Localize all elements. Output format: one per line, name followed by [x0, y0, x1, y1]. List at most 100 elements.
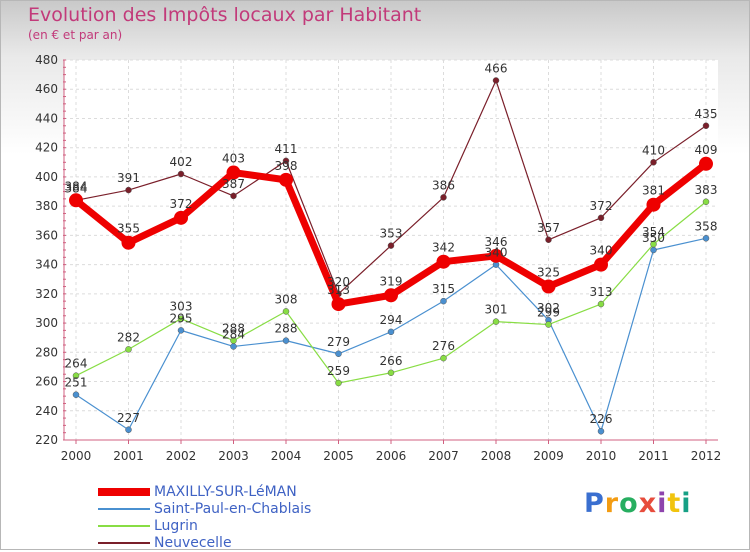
data-point	[387, 369, 395, 377]
y-tick-label: 460	[35, 82, 58, 96]
data-point	[597, 300, 605, 308]
data-label: 294	[380, 313, 403, 327]
data-point	[650, 240, 657, 248]
data-point	[650, 159, 657, 166]
chart-title: Evolution des Impôts locaux par Habitant	[28, 4, 422, 26]
y-tick-label: 220	[35, 433, 58, 447]
y-tick-label: 380	[35, 199, 58, 213]
data-point	[440, 297, 447, 305]
x-tick-label: 2009	[533, 449, 564, 463]
logo-letter: t	[667, 488, 682, 519]
data-point	[702, 122, 710, 130]
data-label: 410	[642, 143, 665, 157]
data-point	[121, 235, 136, 250]
data-label: 350	[642, 231, 665, 245]
data-point	[177, 327, 185, 334]
x-tick-label: 2000	[61, 449, 92, 463]
data-label: 288	[222, 322, 245, 336]
data-label: 466	[485, 61, 508, 75]
data-point	[331, 297, 346, 312]
data-label: 226	[590, 412, 613, 426]
data-label: 354	[642, 225, 665, 239]
data-label: 391	[117, 171, 140, 185]
data-point	[335, 350, 342, 358]
legend-label: Neuvecelle	[154, 535, 232, 551]
data-label: 313	[590, 285, 613, 299]
data-point	[174, 210, 188, 225]
data-label: 342	[432, 241, 455, 255]
data-label: 384	[65, 181, 88, 195]
data-label: 264	[65, 357, 88, 371]
data-label: 325	[537, 266, 560, 280]
data-label: 403	[222, 152, 245, 166]
data-point	[702, 235, 710, 242]
data-label: 284	[222, 327, 245, 341]
legend-swatch	[98, 488, 150, 496]
data-label: 384	[65, 179, 88, 193]
data-point	[177, 315, 185, 322]
data-label: 402	[170, 155, 193, 169]
y-tick-label: 400	[35, 170, 58, 184]
data-point	[646, 197, 661, 212]
data-label: 383	[695, 183, 718, 197]
data-label: 386	[432, 178, 455, 192]
data-point	[440, 194, 447, 201]
plot-area	[64, 60, 718, 440]
data-label: 295	[170, 311, 193, 325]
data-point	[489, 248, 503, 263]
data-label: 315	[432, 282, 455, 296]
data-point	[282, 157, 290, 165]
logo-letter: o	[619, 488, 639, 519]
data-point	[177, 170, 185, 178]
logo-letter: P	[584, 488, 605, 519]
data-point	[492, 318, 500, 325]
data-label: 346	[485, 235, 508, 249]
data-label: 435	[695, 107, 718, 121]
data-point	[387, 328, 395, 336]
y-tick-label: 300	[35, 316, 58, 330]
data-label: 411	[275, 142, 298, 156]
data-label: 340	[485, 246, 508, 260]
x-tick-label: 2003	[218, 449, 249, 463]
x-tick-label: 2001	[113, 449, 144, 463]
data-point	[226, 165, 241, 180]
data-point	[650, 246, 657, 254]
data-label: 320	[327, 275, 350, 289]
data-label: 308	[275, 292, 298, 306]
y-tick-label: 440	[35, 111, 58, 125]
legend-swatch	[98, 542, 150, 544]
y-tick-label: 420	[35, 141, 58, 155]
data-point	[279, 172, 293, 187]
x-tick-label: 2010	[586, 449, 617, 463]
data-point	[230, 337, 237, 344]
data-label: 301	[485, 303, 508, 317]
y-tick-label: 320	[35, 287, 58, 301]
data-point	[545, 236, 552, 244]
data-label: 409	[695, 143, 718, 157]
data-label: 353	[380, 227, 403, 241]
data-point	[387, 242, 395, 249]
y-tick-label: 240	[35, 404, 58, 418]
data-point	[72, 372, 80, 379]
x-tick-label: 2007	[428, 449, 459, 463]
data-point	[69, 193, 83, 208]
y-tick-label: 340	[35, 258, 58, 272]
data-label: 358	[695, 219, 718, 233]
data-point	[125, 186, 132, 194]
data-point	[282, 337, 290, 344]
data-point	[699, 156, 713, 171]
data-label: 288	[275, 322, 298, 336]
data-label: 282	[117, 330, 140, 344]
logo-letter: r	[604, 488, 620, 519]
proxiti-logo: Proxiti	[584, 488, 692, 519]
data-point	[282, 308, 290, 315]
data-point	[72, 391, 80, 398]
data-label: 398	[275, 159, 298, 173]
data-label: 303	[170, 300, 193, 314]
data-label: 251	[65, 376, 88, 390]
data-point	[597, 427, 605, 435]
data-label: 276	[432, 339, 455, 353]
x-tick-label: 2002	[166, 449, 197, 463]
legend-label: Saint-Paul-en-Chablais	[154, 501, 312, 517]
data-point	[492, 77, 500, 84]
